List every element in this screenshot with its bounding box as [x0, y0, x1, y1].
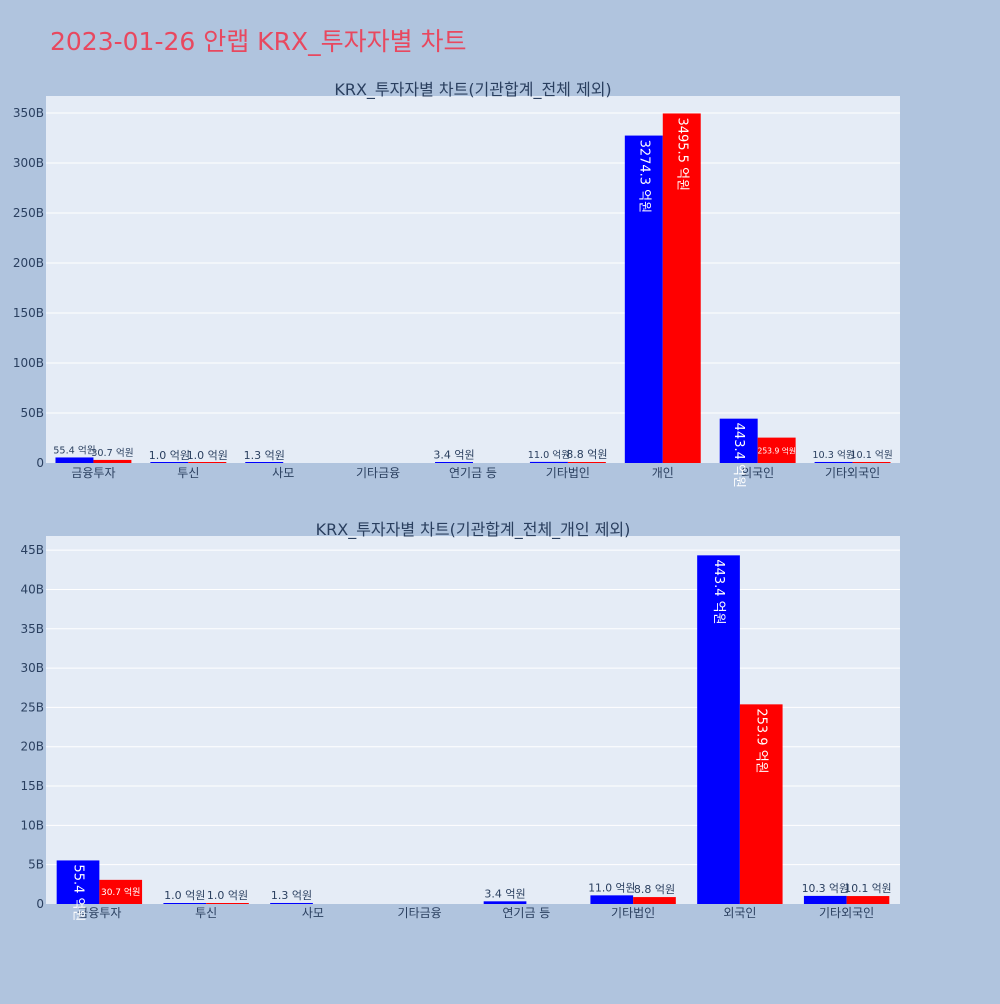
- data-label: 3.4 억원: [484, 887, 525, 900]
- y-tick-label: 35B: [20, 622, 44, 636]
- x-tick-label: 투신: [177, 466, 199, 480]
- bar: [624, 135, 663, 463]
- bar: [697, 555, 740, 904]
- page-title: 2023-01-26 안랩 KRX_투자자별 차트: [50, 27, 467, 56]
- x-tick-label: 연기금 등: [502, 906, 550, 920]
- x-tick-label: 기타외국인: [825, 466, 880, 480]
- data-label: 443.4 억원: [731, 423, 746, 488]
- data-label: 30.7 억원: [91, 447, 133, 459]
- bar: [150, 462, 189, 463]
- y-tick-label: 25B: [20, 700, 44, 714]
- bar: [56, 860, 100, 904]
- data-label: 3.4 억원: [433, 449, 474, 462]
- bar: [633, 897, 676, 904]
- y-tick-label: 300B: [13, 156, 44, 170]
- y-tick-label: 100B: [13, 356, 44, 370]
- bar: [846, 896, 890, 904]
- bar: [739, 704, 783, 904]
- data-label: 1.0 억원: [187, 449, 228, 462]
- bar: [814, 461, 853, 463]
- bar: [188, 462, 227, 463]
- x-tick-label: 기타법인: [546, 466, 590, 480]
- x-tick-label: 외국인: [723, 906, 756, 920]
- data-label: 10.3 억원: [802, 882, 849, 895]
- y-tick-label: 45B: [20, 543, 44, 557]
- data-label: 30.7 억원: [101, 886, 140, 898]
- y-tick-label: 5B: [28, 858, 44, 872]
- data-label: 1.3 억원: [271, 889, 312, 902]
- chart-top: 0 50B 100B 150B 200B 250B 300B 350B KRX_투자자별 차트(…: [13, 80, 900, 488]
- bar: [270, 902, 313, 904]
- y-tick-label: 200B: [13, 256, 44, 270]
- data-label: 11.0 억원: [588, 881, 635, 894]
- bar: [99, 879, 143, 904]
- data-label: 3495.5 억원: [674, 117, 689, 191]
- bar: [163, 903, 207, 904]
- plot-area: [46, 96, 900, 463]
- data-label: 1.3 억원: [244, 449, 285, 462]
- y-tick-label: 0: [36, 897, 44, 911]
- y-tick-label: 30B: [20, 661, 44, 675]
- data-label: 253.9 억원: [757, 446, 795, 455]
- data-label: 55.4 억원: [53, 444, 95, 456]
- data-label: 253.9 억원: [754, 708, 769, 773]
- bar: [567, 462, 606, 463]
- y-tick-label: 10B: [20, 818, 44, 832]
- bar: [483, 901, 527, 904]
- x-tick-label: 투신: [195, 906, 217, 920]
- chart-title: KRX_투자자별 차트(기관합계_전체 제외): [334, 80, 611, 100]
- y-tick-label: 250B: [13, 206, 44, 220]
- x-tick-label: 기타금융: [356, 466, 400, 480]
- y-tick-label: 40B: [20, 582, 44, 596]
- data-label: 1.0 억원: [149, 449, 190, 462]
- bar: [719, 418, 758, 463]
- data-label: 1.0 억원: [207, 889, 248, 902]
- y-tick-label: 350B: [13, 106, 44, 120]
- data-label: 3274.3 억원: [636, 140, 651, 214]
- data-label: 55.4 억원: [71, 864, 86, 921]
- x-tick-label: 연기금 등: [449, 466, 497, 480]
- bar: [590, 895, 634, 904]
- x-tick-label: 기타법인: [611, 906, 655, 920]
- chart-title: KRX_투자자별 차트(기관합계_전체_개인 제외): [316, 520, 631, 540]
- data-label: 8.8 억원: [566, 448, 607, 461]
- data-label: 443.4 억원: [711, 559, 726, 624]
- bar: [757, 437, 796, 463]
- bar: [245, 462, 284, 463]
- bar: [852, 461, 891, 463]
- x-tick-label: 개인: [652, 466, 674, 480]
- x-tick-label: 기타금융: [398, 906, 442, 920]
- y-tick-label: 15B: [20, 779, 44, 793]
- bar: [803, 895, 847, 904]
- bar: [529, 461, 568, 463]
- data-label: 10.1 억원: [844, 882, 891, 895]
- y-tick-label: 0: [36, 456, 44, 470]
- bar: [206, 903, 249, 904]
- data-label: 10.1 억원: [850, 449, 892, 461]
- bar: [55, 457, 94, 463]
- bar: [93, 459, 132, 463]
- y-tick-label: 20B: [20, 740, 44, 754]
- x-tick-label: 금융투자: [77, 906, 121, 920]
- y-tick-label: 150B: [13, 306, 44, 320]
- data-label: 10.3 억원: [812, 449, 854, 461]
- bar: [662, 113, 701, 463]
- x-tick-label: 금융투자: [71, 466, 115, 480]
- data-label: 8.8 억원: [634, 883, 675, 896]
- x-tick-label: 사모: [272, 466, 294, 480]
- chart-bottom: 0 5B 10B 15B 20B 25B 30B 35B 40B 45B KRX_투자자별 차트(기…: [20, 520, 900, 921]
- x-tick-label: 외국인: [741, 466, 774, 480]
- data-label: 11.0 억원: [528, 449, 570, 461]
- bar: [435, 462, 473, 463]
- x-tick-label: 사모: [302, 906, 324, 920]
- x-tick-label: 기타외국인: [819, 906, 874, 920]
- data-label: 1.0 억원: [164, 889, 205, 902]
- y-tick-label: 50B: [20, 406, 44, 420]
